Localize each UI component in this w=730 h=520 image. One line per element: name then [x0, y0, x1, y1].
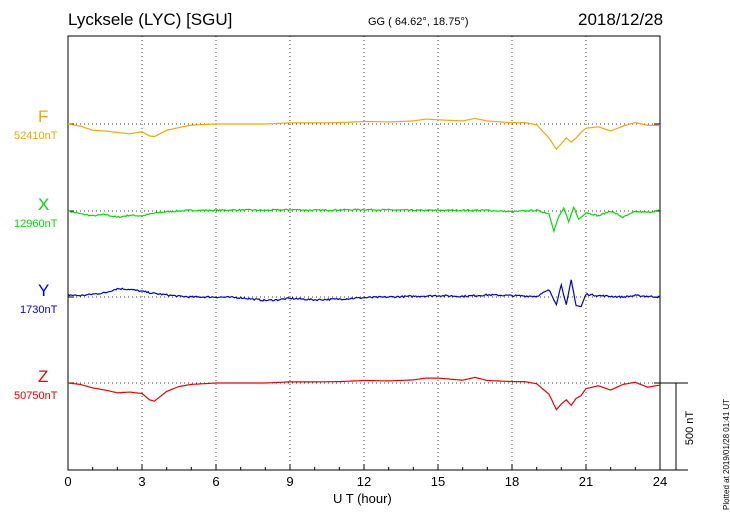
plotted-timestamp: Plotted at 2019/01/28 01:41 UT	[722, 398, 730, 510]
station-title: Lycksele (LYC) [SGU]	[68, 10, 233, 29]
series-line-z	[67, 376, 661, 411]
x-tick-label: 3	[138, 474, 145, 489]
x-tick-label: 18	[505, 474, 519, 489]
x-tick-label: 6	[212, 474, 219, 489]
date-label: 2018/12/28	[578, 10, 664, 29]
x-tick-label: 0	[64, 474, 71, 489]
x-tick-label: 24	[653, 474, 667, 489]
coordinates-label: GG ( 64.62°, 18.75°)	[368, 16, 469, 28]
baseline-label-z: 50750nT	[14, 390, 58, 402]
component-label-y: Y	[38, 281, 50, 300]
scale-bar-label: 500 nT	[684, 411, 696, 446]
x-tick-label: 12	[357, 474, 371, 489]
component-label-x: X	[38, 195, 50, 214]
component-label-f: F	[38, 107, 49, 126]
baseline-label-f: 52410nT	[14, 130, 58, 142]
series-line-x	[67, 205, 661, 234]
x-tick-label: 15	[431, 474, 445, 489]
component-label-z: Z	[38, 367, 49, 386]
series-line-f	[67, 117, 660, 151]
series-line-y	[67, 279, 661, 308]
x-axis-label: U T (hour)	[333, 491, 392, 506]
x-tick-label: 9	[286, 474, 293, 489]
x-tick-label: 21	[579, 474, 593, 489]
baseline-label-x: 12960nT	[14, 218, 58, 230]
baseline-label-y: 1730nT	[20, 304, 58, 316]
